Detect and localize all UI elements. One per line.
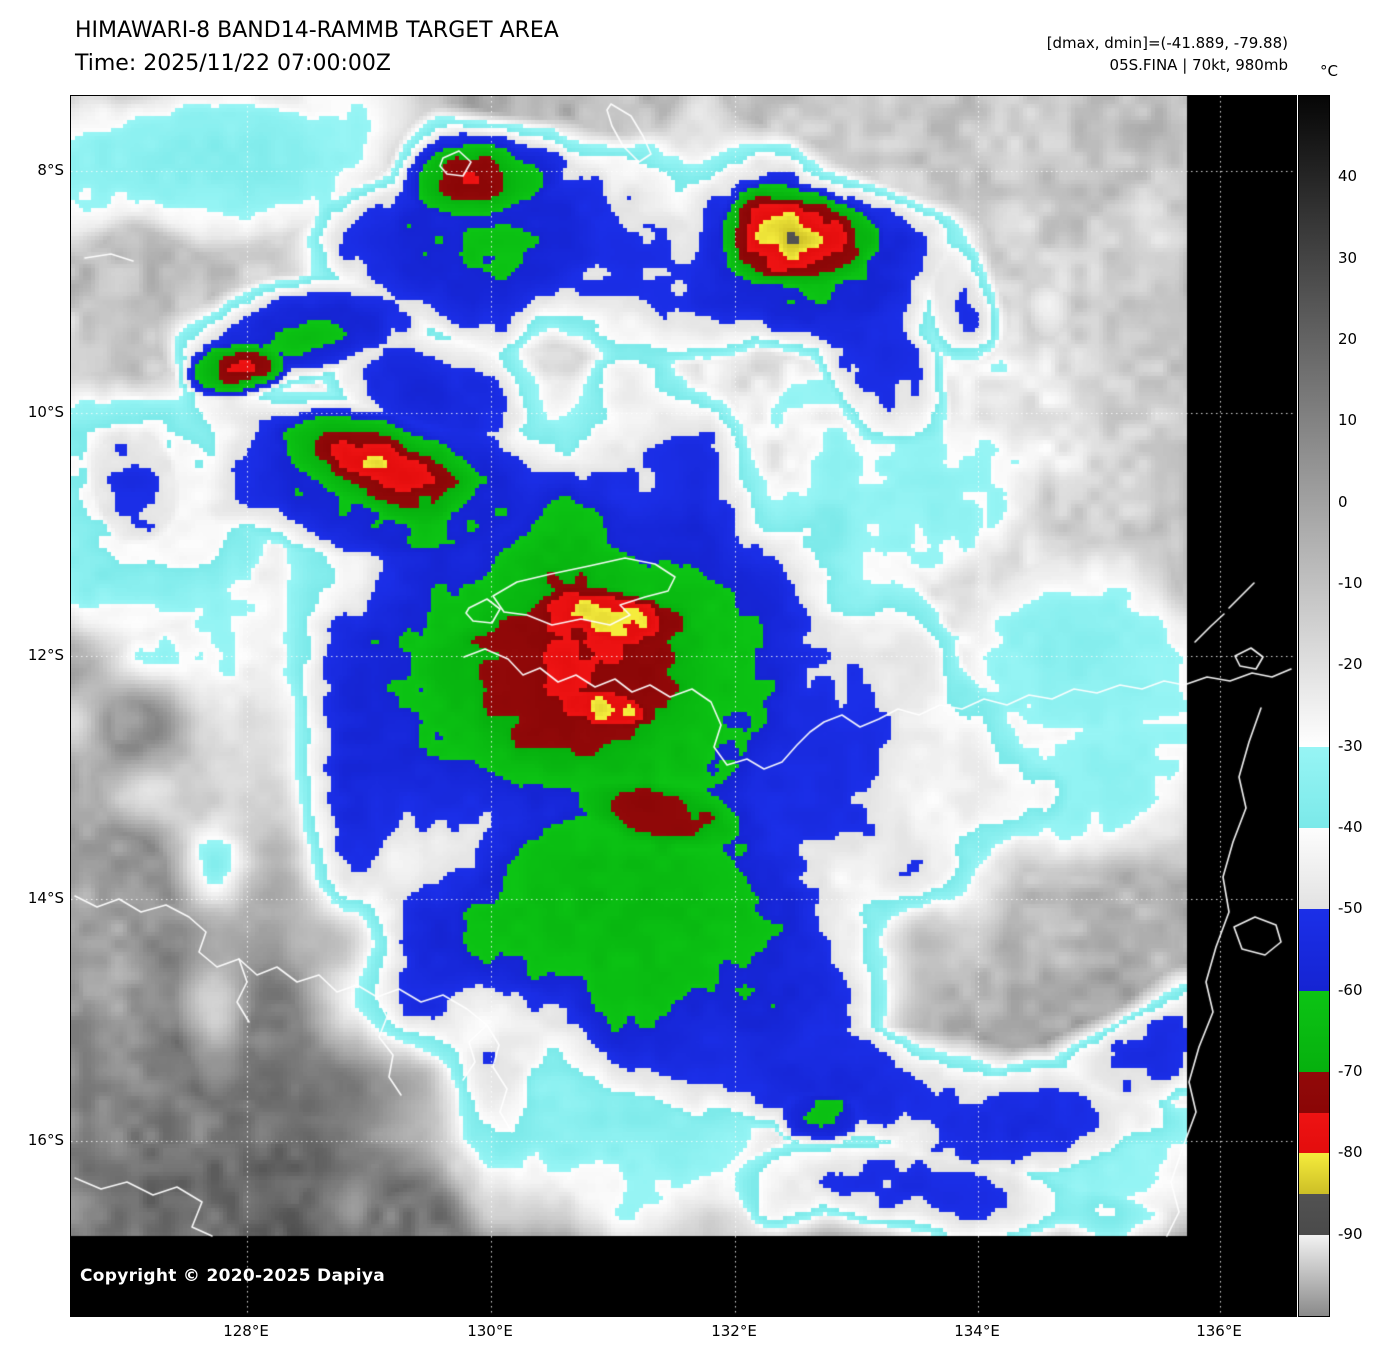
colorbar-segment (1299, 827, 1329, 910)
colorbar-segment (1299, 990, 1329, 1072)
lon-tick-label: 134°E (954, 1322, 1000, 1340)
colorbar-tick-label: -30 (1338, 736, 1363, 755)
time-label: Time: 2025/11/22 07:00:00Z (75, 51, 391, 76)
colorbar-tick-label: 40 (1338, 167, 1358, 186)
lat-tick-label: 8°S (37, 161, 64, 179)
colorbar-tick-label: 30 (1338, 248, 1358, 267)
colorbar-segment (1299, 1153, 1329, 1194)
colorbar-tick-label: -90 (1338, 1224, 1363, 1243)
colorbar-tick-label: -20 (1338, 655, 1363, 674)
lon-tick-label: 128°E (223, 1322, 269, 1340)
colorbar-segment (1299, 1071, 1329, 1113)
satellite-image-canvas (71, 96, 1296, 1316)
colorbar-segment (1299, 96, 1329, 747)
lat-tick-label: 12°S (27, 646, 64, 664)
colorbar-tick-label: -70 (1338, 1062, 1363, 1080)
colorbar-unit-label: °C (1320, 62, 1338, 80)
storm-annotations: [dmax, dmin]=(-41.889, -79.88) 05S.FINA … (1047, 32, 1288, 76)
lat-tick-label: 14°S (27, 889, 64, 907)
colorbar-tick-label: -10 (1338, 574, 1363, 592)
colorbar (1298, 95, 1330, 1317)
lon-tick-label: 136°E (1196, 1322, 1242, 1340)
dmax-dmin-label: [dmax, dmin]=(-41.889, -79.88) (1046, 34, 1288, 52)
lat-tick-label: 10°S (27, 403, 64, 421)
colorbar-segment (1299, 1193, 1329, 1235)
colorbar-tick-label: 0 (1338, 492, 1348, 511)
copyright-label: Copyright © 2020-2025 Dapiya (80, 1266, 385, 1286)
colorbar-tick-label: -40 (1338, 818, 1363, 836)
lon-tick-label: 130°E (467, 1322, 513, 1340)
colorbar-tick-label: -80 (1338, 1143, 1363, 1162)
colorbar-segment (1299, 1234, 1329, 1316)
satellite-map: Copyright © 2020-2025 Dapiya (70, 95, 1297, 1317)
colorbar-tick-label: 10 (1338, 411, 1358, 430)
storm-info-label: 05S.FINA | 70kt, 980mb (1109, 56, 1288, 74)
colorbar-tick-label: -50 (1338, 899, 1363, 918)
colorbar-tick-label: -60 (1338, 980, 1363, 999)
colorbar-segment (1299, 909, 1329, 991)
lon-tick-label: 132°E (711, 1322, 757, 1340)
page-title: HIMAWARI-8 BAND14-RAMMB TARGET AREA (75, 18, 559, 43)
colorbar-segment (1299, 1112, 1329, 1154)
header: HIMAWARI-8 BAND14-RAMMB TARGET AREA Time… (75, 14, 559, 80)
colorbar-segment (1299, 746, 1329, 828)
colorbar-tick-label: 20 (1338, 330, 1358, 348)
lat-tick-label: 16°S (27, 1131, 64, 1149)
